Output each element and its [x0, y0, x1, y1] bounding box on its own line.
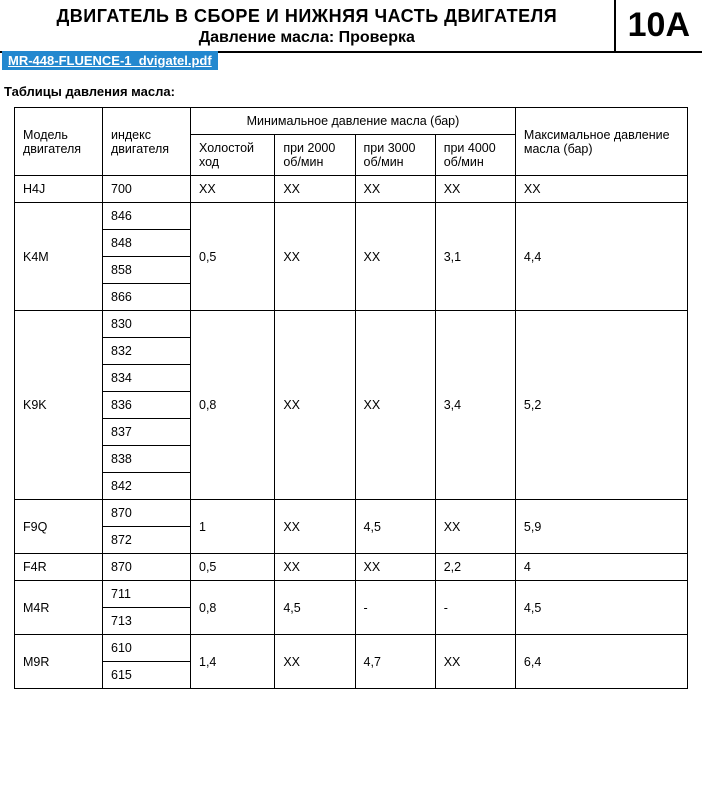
col-header-max: Максимальное давление масла (бар) [515, 108, 687, 176]
cell-index: 837 [103, 419, 191, 446]
cell-index: 834 [103, 365, 191, 392]
cell-rpm3000: 4,5 [355, 500, 435, 554]
col-header-2000: при 2000 об/мин [275, 135, 355, 176]
doc-title: ДВИГАТЕЛЬ В СБОРЕ И НИЖНЯЯ ЧАСТЬ ДВИГАТЕ… [4, 6, 610, 27]
cell-idle: 0,8 [191, 581, 275, 635]
cell-model: M9R [15, 635, 103, 689]
col-header-4000: при 4000 об/мин [435, 135, 515, 176]
table-row: K9K8300,8XXXX3,45,2 [15, 311, 688, 338]
table-row: F4R8700,5XXXX2,24 [15, 554, 688, 581]
doc-subtitle: Давление масла: Проверка [4, 29, 610, 47]
cell-max: 5,2 [515, 311, 687, 500]
cell-rpm3000: XX [355, 311, 435, 500]
cell-idle: 0,8 [191, 311, 275, 500]
cell-index: 870 [103, 500, 191, 527]
cell-index: 700 [103, 176, 191, 203]
cell-rpm2000: XX [275, 554, 355, 581]
cell-idle: XX [191, 176, 275, 203]
cell-model: K9K [15, 311, 103, 500]
cell-index: 610 [103, 635, 191, 662]
cell-model: K4M [15, 203, 103, 311]
cell-idle: 1 [191, 500, 275, 554]
cell-max: 5,9 [515, 500, 687, 554]
cell-rpm4000: 2,2 [435, 554, 515, 581]
header-titles: ДВИГАТЕЛЬ В СБОРЕ И НИЖНЯЯ ЧАСТЬ ДВИГАТЕ… [0, 0, 614, 51]
cell-idle: 0,5 [191, 203, 275, 311]
cell-idle: 0,5 [191, 554, 275, 581]
cell-index: 832 [103, 338, 191, 365]
col-header-3000: при 3000 об/мин [355, 135, 435, 176]
cell-rpm4000: XX [435, 500, 515, 554]
cell-index: 872 [103, 527, 191, 554]
cell-index: 846 [103, 203, 191, 230]
cell-rpm3000: XX [355, 203, 435, 311]
table-caption: Таблицы давления масла: [4, 84, 702, 99]
cell-index: 711 [103, 581, 191, 608]
cell-rpm3000: XX [355, 554, 435, 581]
cell-rpm3000: 4,7 [355, 635, 435, 689]
section-code: 10A [614, 0, 702, 51]
col-header-idle: Холостой ход [191, 135, 275, 176]
cell-rpm2000: XX [275, 500, 355, 554]
cell-idle: 1,4 [191, 635, 275, 689]
cell-model: H4J [15, 176, 103, 203]
table-row: H4J700XXXXXXXXXX [15, 176, 688, 203]
cell-model: F4R [15, 554, 103, 581]
table-row: M9R6101,4XX4,7XX6,4 [15, 635, 688, 662]
cell-rpm2000: XX [275, 203, 355, 311]
cell-index: 848 [103, 230, 191, 257]
cell-index: 858 [103, 257, 191, 284]
table-row: K4M8460,5XXXX3,14,4 [15, 203, 688, 230]
cell-index: 870 [103, 554, 191, 581]
cell-rpm2000: XX [275, 311, 355, 500]
cell-max: 6,4 [515, 635, 687, 689]
col-header-index: индекс двигателя [103, 108, 191, 176]
cell-max: XX [515, 176, 687, 203]
pdf-source-link[interactable]: MR-448-FLUENCE-1_dvigatel.pdf [2, 51, 218, 70]
cell-rpm2000: XX [275, 635, 355, 689]
cell-index: 615 [103, 662, 191, 689]
cell-index: 713 [103, 608, 191, 635]
cell-rpm2000: 4,5 [275, 581, 355, 635]
cell-index: 836 [103, 392, 191, 419]
cell-rpm3000: - [355, 581, 435, 635]
table-body: H4J700XXXXXXXXXXK4M8460,5XXXX3,14,484885… [15, 176, 688, 689]
cell-index: 866 [103, 284, 191, 311]
cell-max: 4,4 [515, 203, 687, 311]
cell-rpm4000: - [435, 581, 515, 635]
cell-rpm4000: 3,4 [435, 311, 515, 500]
cell-max: 4 [515, 554, 687, 581]
cell-rpm2000: XX [275, 176, 355, 203]
cell-index: 830 [103, 311, 191, 338]
cell-rpm3000: XX [355, 176, 435, 203]
document-header: ДВИГАТЕЛЬ В СБОРЕ И НИЖНЯЯ ЧАСТЬ ДВИГАТЕ… [0, 0, 702, 53]
cell-model: M4R [15, 581, 103, 635]
table-row: M4R7110,84,5--4,5 [15, 581, 688, 608]
cell-rpm4000: 3,1 [435, 203, 515, 311]
cell-model: F9Q [15, 500, 103, 554]
cell-index: 842 [103, 473, 191, 500]
cell-index: 838 [103, 446, 191, 473]
col-header-min-group: Минимальное давление масла (бар) [191, 108, 516, 135]
cell-rpm4000: XX [435, 176, 515, 203]
cell-max: 4,5 [515, 581, 687, 635]
cell-rpm4000: XX [435, 635, 515, 689]
oil-pressure-table: Модель двигателя индекс двигателя Минима… [14, 107, 688, 689]
col-header-model: Модель двигателя [15, 108, 103, 176]
table-row: F9Q8701XX4,5XX5,9 [15, 500, 688, 527]
